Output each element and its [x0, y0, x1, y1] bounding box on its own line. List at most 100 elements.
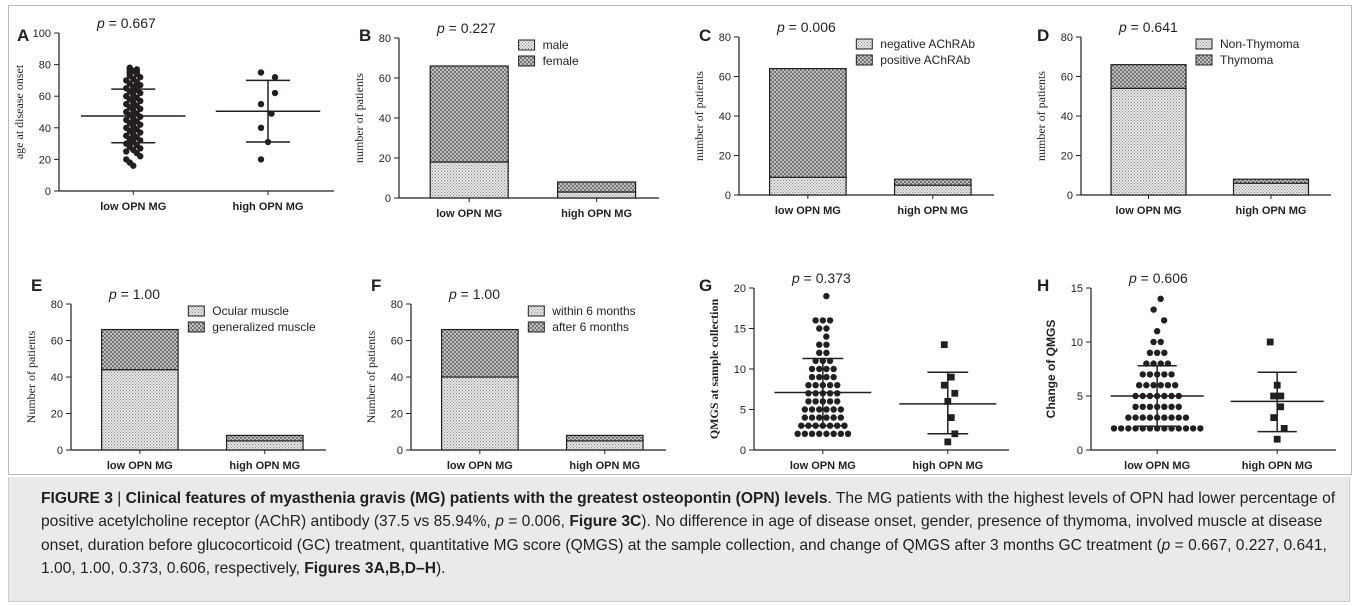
bar-bottom — [565, 440, 644, 451]
caption-p-label-2: p — [1161, 536, 1171, 554]
legend-swatch — [1195, 38, 1213, 50]
y-tick-label: 20 — [719, 151, 731, 163]
data-point — [826, 382, 834, 389]
data-point — [826, 317, 834, 324]
data-point — [137, 129, 144, 136]
y-axis-label: Change of QMGS — [1044, 320, 1058, 419]
data-point — [1143, 382, 1150, 389]
data-point — [137, 137, 144, 144]
data-point — [816, 349, 823, 356]
data-point — [940, 381, 948, 389]
legend-swatch — [855, 38, 873, 50]
data-point — [823, 414, 830, 421]
data-point — [1146, 349, 1154, 356]
data-point — [130, 162, 137, 169]
legend-swatch — [187, 321, 205, 333]
data-point — [830, 414, 837, 421]
p-value-label: p = 0.373 — [791, 270, 851, 286]
x-tick-label: high OPN MG — [1236, 205, 1307, 217]
p-italic: p — [776, 19, 785, 35]
x-tick-label: high OPN MG — [233, 201, 304, 213]
y-tick-label: 0 — [1067, 190, 1073, 202]
y-tick-label: 10 — [734, 364, 746, 376]
data-point — [1146, 414, 1154, 421]
data-point — [798, 422, 805, 429]
y-axis-label: number of patients — [352, 73, 366, 163]
data-point — [1273, 435, 1281, 443]
x-tick-label: high OPN MG — [1242, 460, 1313, 472]
data-point — [1161, 403, 1168, 410]
legend-swatch — [855, 54, 873, 66]
y-axis-label: number of patients — [692, 71, 706, 161]
caption-separator: | — [112, 490, 126, 507]
y-tick-label: 60 — [51, 336, 63, 348]
p-rest: = 0.606 — [1137, 270, 1188, 286]
x-tick-label: low OPN MG — [447, 460, 513, 472]
data-point — [805, 390, 812, 397]
p-rest: = 0.667 — [105, 15, 156, 31]
caption-p-label-1: p — [495, 513, 504, 531]
bar-bottom — [1110, 87, 1187, 196]
data-point — [1171, 382, 1179, 389]
y-tick-label: 80 — [39, 60, 51, 72]
data-point — [1164, 382, 1172, 389]
data-point — [1189, 425, 1197, 432]
caption-ref-2: Figures 3A,B,D–H — [304, 560, 436, 578]
data-point — [823, 365, 830, 373]
bar-top — [1232, 178, 1310, 184]
legend-label: Ocular muscle — [212, 304, 289, 318]
legend-label: negative AChRAb — [880, 37, 975, 51]
p-value-label: p = 0.006 — [776, 19, 836, 35]
y-tick-label: 20 — [379, 153, 391, 165]
panel-label: H — [1037, 276, 1049, 295]
data-point — [1161, 414, 1168, 421]
bar-top — [441, 328, 519, 378]
data-point — [137, 145, 144, 152]
legend-swatch — [187, 305, 205, 317]
data-point — [837, 430, 845, 437]
data-point — [830, 365, 837, 373]
data-point — [1182, 425, 1190, 432]
data-point — [830, 430, 837, 437]
x-tick-label: low OPN MG — [1124, 460, 1190, 472]
bar-bottom — [893, 184, 972, 196]
data-point — [268, 110, 275, 117]
y-tick-label: 60 — [1061, 72, 1073, 84]
bar-top — [565, 434, 644, 442]
caption-body-2: ). No difference in age of disease onset… — [41, 513, 1323, 554]
x-tick-label: high OPN MG — [912, 460, 983, 472]
data-point — [823, 333, 830, 340]
data-point — [823, 292, 830, 300]
panel-label: G — [699, 276, 712, 295]
data-point — [823, 430, 830, 437]
data-point — [812, 398, 819, 405]
y-tick-label: 0 — [385, 193, 391, 205]
data-point — [812, 357, 819, 365]
bar-top — [429, 65, 509, 163]
p-value-label: p = 0.227 — [436, 20, 496, 36]
data-point — [257, 124, 265, 131]
data-point — [257, 156, 265, 163]
y-tick-label: 80 — [379, 33, 391, 45]
data-point — [808, 406, 816, 413]
y-tick-label: 40 — [719, 111, 731, 123]
y-tick-label: 40 — [1061, 111, 1073, 123]
p-italic: p — [791, 270, 800, 286]
data-point — [830, 373, 837, 381]
data-point — [834, 398, 841, 405]
x-tick-label: low OPN MG — [100, 201, 166, 213]
data-point — [1157, 338, 1164, 346]
legend-swatch — [518, 39, 536, 51]
panel-label: B — [359, 26, 371, 45]
data-point — [1161, 371, 1168, 378]
panel-label: D — [1037, 26, 1049, 45]
legend-label: after 6 months — [552, 320, 629, 334]
y-tick-label: 0 — [57, 445, 63, 457]
caption-ref-1: Figure 3C — [569, 513, 642, 531]
data-point — [1168, 414, 1175, 421]
data-point — [812, 390, 819, 397]
data-point — [826, 357, 834, 365]
